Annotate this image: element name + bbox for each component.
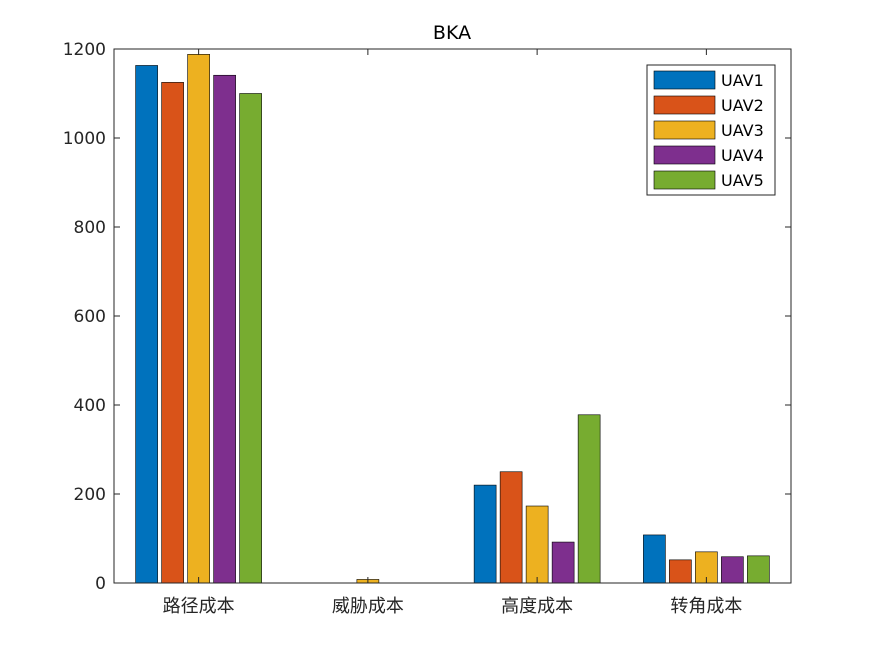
y-tick-label: 1200 [63, 40, 106, 60]
bar-uav1-3 [643, 534, 666, 584]
y-tick-label: 200 [74, 485, 106, 505]
x-category-label: 路径成本 [163, 596, 235, 617]
bar-uav2-3 [669, 559, 692, 584]
legend-label-uav4: UAV4 [721, 146, 764, 165]
legend-label-uav1: UAV1 [721, 71, 764, 90]
bar-uav4-0 [213, 74, 236, 584]
legend-swatch-uav3 [653, 120, 716, 140]
legend-swatch-uav2 [653, 95, 716, 115]
bar-uav3-0 [187, 54, 210, 584]
y-tick-label: 400 [74, 396, 106, 416]
bar-uav2-2 [499, 471, 523, 584]
y-tick-label: 600 [74, 307, 106, 327]
legend-swatch-uav4 [653, 145, 716, 165]
legend-label-uav3: UAV3 [721, 121, 764, 140]
legend-label-uav5: UAV5 [721, 171, 764, 190]
x-category-label: 高度成本 [501, 596, 573, 617]
bars-group [135, 54, 770, 584]
bar-uav1-2 [473, 484, 497, 584]
legend-swatch-uav5 [653, 170, 716, 190]
bar-uav1-0 [135, 65, 158, 584]
legend-label-uav2: UAV2 [721, 96, 764, 115]
legend-swatch-uav1 [653, 70, 716, 90]
legend: UAV1 UAV2 UAV3 UAV4 UAV5 [646, 64, 776, 196]
bar-uav3-2 [525, 505, 549, 584]
bar-uav5-3 [747, 555, 770, 584]
bar-uav5-2 [577, 414, 601, 584]
x-category-label: 转角成本 [670, 596, 742, 617]
bar-uav5-0 [239, 93, 262, 584]
bar-uav4-2 [551, 541, 575, 584]
bar-uav4-3 [721, 556, 744, 584]
y-tick-label: 1000 [63, 129, 106, 149]
y-tick-label: 0 [95, 574, 106, 594]
x-axis: 路径成本 威胁成本 高度成本 转角成本 [163, 49, 742, 617]
chart-title: BKA [433, 22, 471, 44]
bar-uav2-0 [161, 82, 184, 584]
y-axis: 0 200 400 600 800 1000 1200 [63, 40, 791, 594]
y-tick-label: 800 [74, 218, 106, 238]
x-category-label: 威胁成本 [332, 596, 404, 617]
